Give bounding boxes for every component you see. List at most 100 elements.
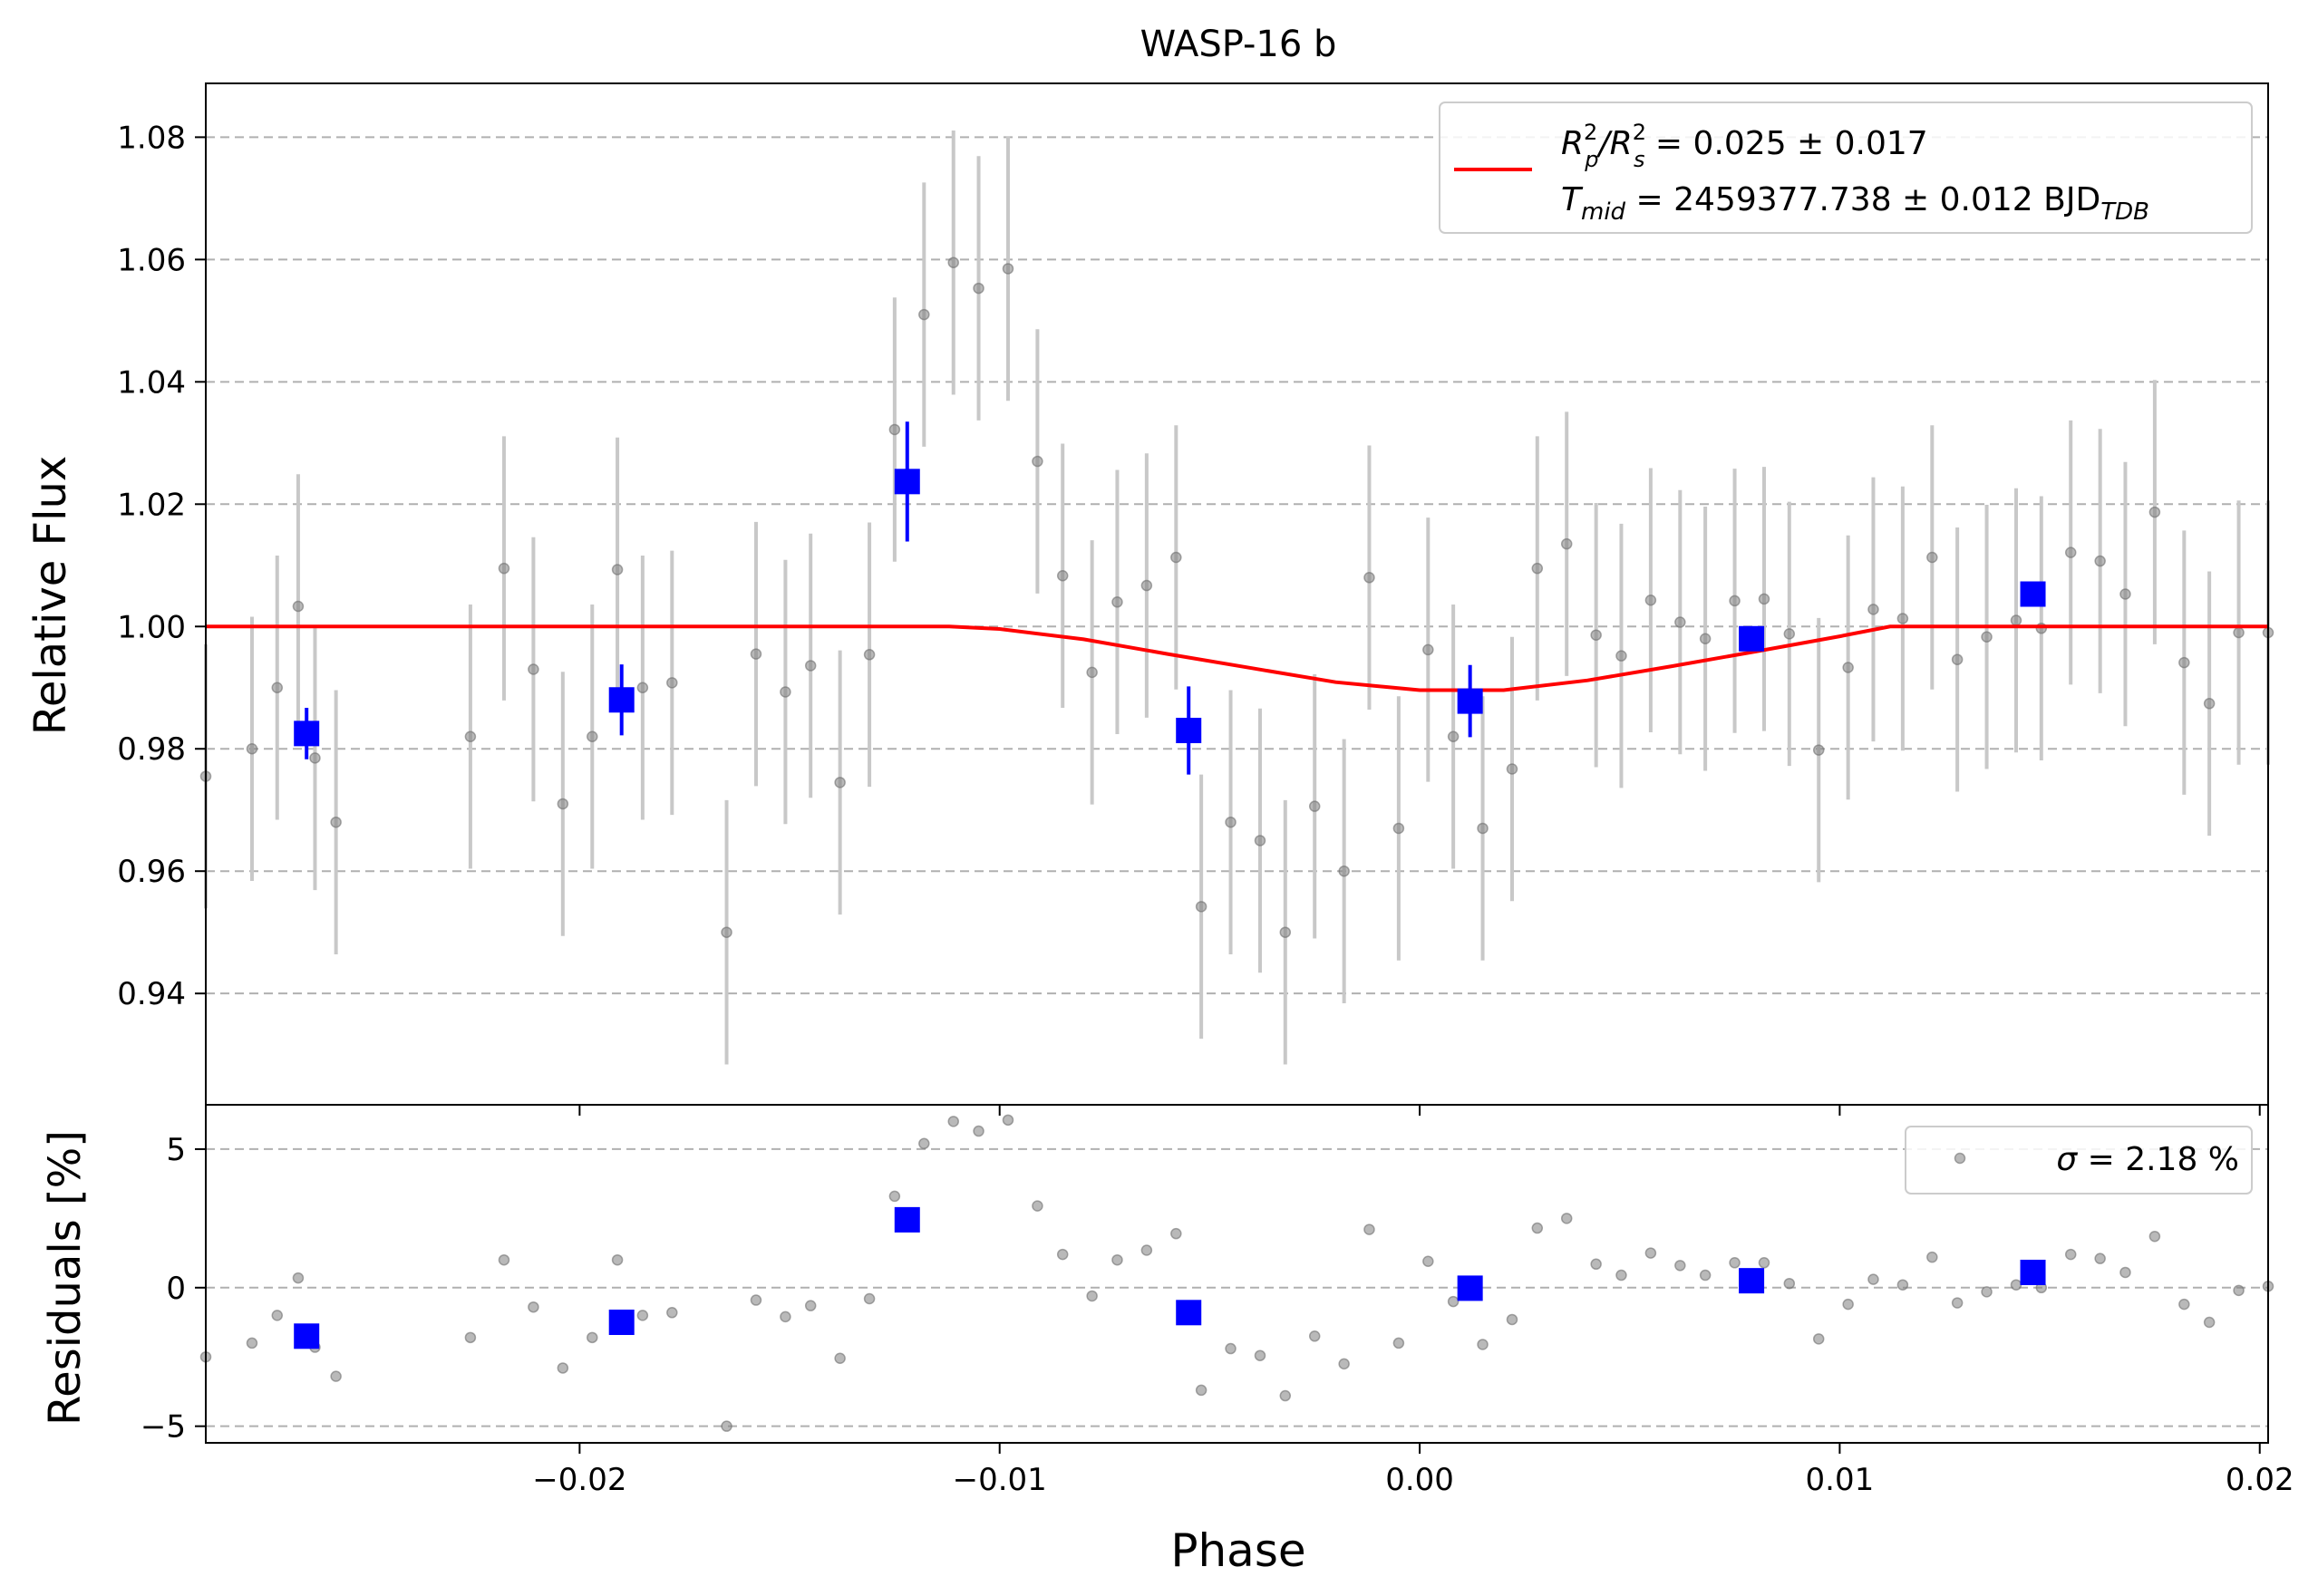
top-y-tick-label: 1.08 <box>117 120 186 156</box>
residual-point <box>973 1125 984 1137</box>
bottom-y-ticks: −5 0 5 <box>141 1132 206 1446</box>
flux-point <box>1225 816 1237 828</box>
residual-point <box>636 1310 649 1321</box>
residual-point <box>1392 1337 1405 1349</box>
residual-point <box>1002 1114 1014 1127</box>
residual-point <box>271 1310 284 1321</box>
top-y-tick-label: 0.94 <box>117 976 186 1012</box>
residual-point <box>804 1300 817 1311</box>
residual-point <box>1896 1279 1909 1291</box>
binned-flux-point <box>294 721 320 747</box>
residual-point <box>557 1362 569 1374</box>
residual-point <box>1477 1339 1489 1350</box>
residual-point <box>918 1137 930 1150</box>
residual-point <box>2010 1279 2022 1291</box>
flux-point <box>271 682 284 694</box>
y-axis-label-top: Relative Flux <box>25 456 76 736</box>
residual-point <box>1032 1200 1043 1212</box>
flux-point <box>888 423 901 436</box>
residual-point <box>1615 1269 1627 1282</box>
residual-point <box>528 1301 539 1313</box>
residual-point <box>834 1352 846 1364</box>
residual-point <box>1308 1330 1321 1342</box>
flux-point <box>2233 626 2245 639</box>
residual-point <box>1225 1342 1237 1355</box>
flux-point <box>834 777 846 788</box>
transit-model-line <box>206 624 2268 692</box>
flux-point <box>666 677 678 689</box>
bottom-legend-box <box>1905 1126 2253 1195</box>
binned-flux-point <box>2020 581 2046 607</box>
chart-title: WASP-16 b <box>1140 24 1337 65</box>
flux-point <box>1056 570 1069 582</box>
residual-point <box>498 1253 510 1266</box>
flux-point <box>804 660 817 672</box>
flux-point <box>1783 628 1796 640</box>
residual-point <box>1056 1248 1069 1261</box>
flux-point <box>636 682 649 694</box>
residual-point <box>1981 1286 1993 1298</box>
flux-point <box>1506 763 1518 775</box>
legend-tmid-text: Tmid = 2459377.738 ± 0.012 BJDTDB <box>1561 181 2149 226</box>
residual-point <box>721 1420 732 1432</box>
legend-residual-marker <box>1954 1152 1966 1165</box>
residual-point <box>1086 1290 1098 1302</box>
bottom-y-tick-label: −5 <box>141 1409 186 1446</box>
flux-point <box>918 308 930 321</box>
flux-point <box>750 648 762 660</box>
top-y-tick-label: 0.96 <box>117 854 186 890</box>
bottom-unbinned-points <box>199 1114 2274 1432</box>
flux-point <box>1842 662 1854 673</box>
residual-point <box>2203 1316 2216 1329</box>
residual-point <box>2119 1266 2131 1279</box>
flux-point <box>2148 506 2161 518</box>
flux-point <box>292 600 305 613</box>
flux-point <box>1140 579 1153 592</box>
residual-point <box>587 1331 598 1344</box>
bottom-legend: σ = 2.18 % <box>1905 1126 2253 1195</box>
flux-point <box>1758 593 1770 605</box>
flux-point <box>1392 822 1405 835</box>
residual-point <box>1783 1277 1796 1290</box>
residual-point <box>1812 1333 1825 1345</box>
flux-point <box>973 282 984 295</box>
bottom-x-ticks: −0.02 −0.01 0.00 0.01 0.02 <box>532 1443 2294 1498</box>
flux-point <box>2064 547 2077 558</box>
residual-point <box>1590 1258 1602 1271</box>
residual-point <box>1363 1224 1375 1235</box>
flux-point <box>1279 926 1292 938</box>
flux-point <box>2010 614 2022 626</box>
residual-point <box>1644 1247 1657 1259</box>
residual-point <box>1170 1227 1182 1240</box>
flux-point <box>528 663 539 675</box>
binned-flux-point <box>608 687 635 713</box>
binned-residual-point <box>1176 1300 1202 1326</box>
flux-point <box>2203 698 2216 710</box>
residual-point <box>1422 1255 1434 1267</box>
top-y-tick-label: 1.06 <box>117 242 186 278</box>
flux-point <box>721 926 732 938</box>
flux-point <box>1254 835 1266 846</box>
flux-point <box>246 742 258 755</box>
binned-residual-point <box>608 1310 635 1336</box>
top-x-ticks <box>578 1105 2261 1116</box>
flux-point <box>1308 800 1321 812</box>
residual-point <box>292 1272 305 1284</box>
flux-point <box>1644 594 1657 606</box>
flux-point <box>1422 643 1434 656</box>
residual-point <box>750 1294 762 1306</box>
top-y-tick-label: 0.98 <box>117 731 186 768</box>
flux-point <box>1699 633 1712 645</box>
residual-point <box>1195 1384 1207 1397</box>
binned-flux-point <box>1457 688 1483 714</box>
residual-point <box>1926 1251 1938 1263</box>
binned-residual-point <box>2020 1259 2046 1285</box>
residual-point <box>1674 1260 1686 1272</box>
flux-point <box>2119 588 2131 600</box>
flux-point <box>309 752 321 764</box>
flux-point <box>1363 572 1375 584</box>
flux-point <box>1111 596 1123 608</box>
flux-point <box>1086 666 1098 679</box>
